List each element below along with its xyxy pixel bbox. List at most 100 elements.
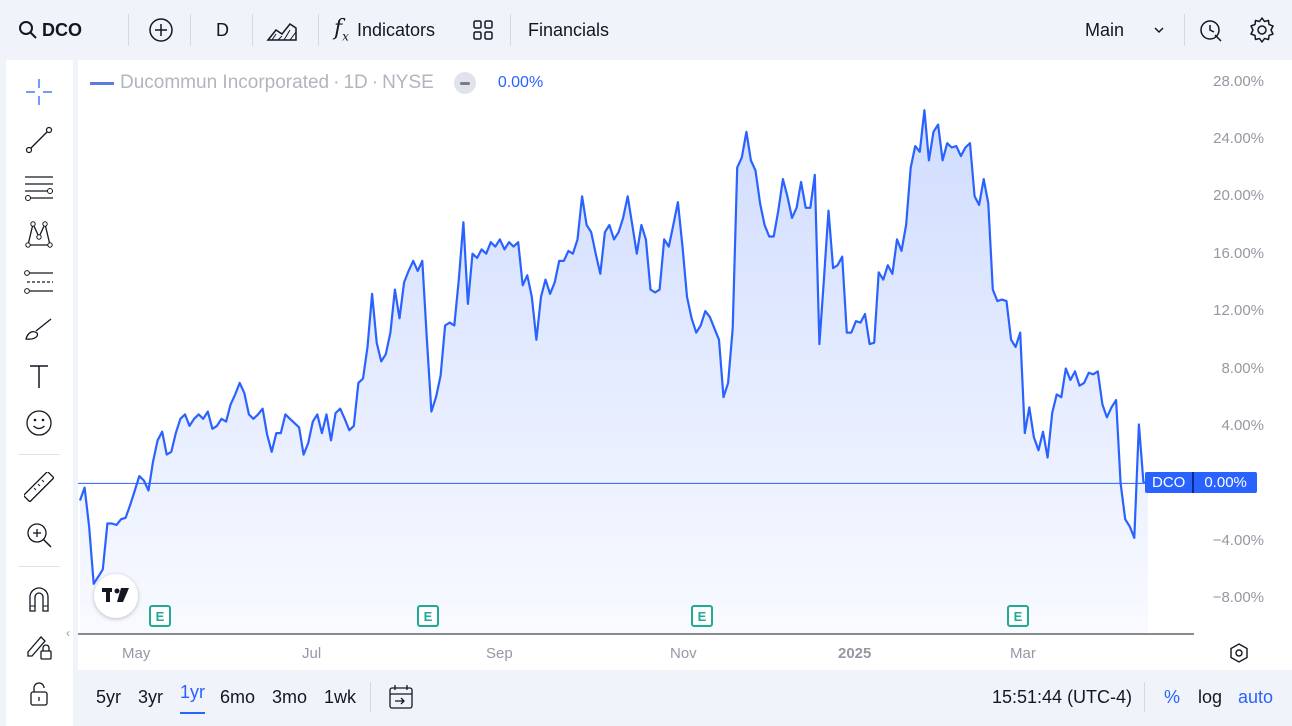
- legend-title: Ducommun Incorporated: [120, 72, 330, 93]
- function-icon: fx: [334, 16, 349, 44]
- x-tick-label: Nov: [670, 645, 697, 662]
- y-tick-label: 20.00%: [1213, 187, 1264, 205]
- range-separator: [370, 682, 371, 712]
- bar-style-icon: [266, 22, 297, 41]
- timezone-label[interactable]: 15:51:44 (UTC-4): [992, 686, 1133, 707]
- chart-pane[interactable]: Ducommun Incorporated · 1D · NYSE 0.00% …: [78, 60, 1292, 670]
- drawing-toolbar: ‹: [6, 60, 73, 726]
- range-button-6mo[interactable]: 6mo: [220, 686, 256, 707]
- layout-select[interactable]: Main: [1085, 0, 1166, 60]
- range-button-1wk[interactable]: 1wk: [324, 686, 357, 707]
- pattern-icon: [25, 221, 53, 248]
- price-tag-symbol: DCO: [1145, 472, 1195, 493]
- legend-exchange: NYSE: [382, 72, 434, 93]
- trend-line-tool[interactable]: [22, 123, 56, 157]
- percent-toggle[interactable]: %: [1164, 686, 1181, 707]
- price-area-fill: [80, 110, 1148, 634]
- templates-icon: [473, 20, 493, 40]
- text-icon: [30, 365, 48, 388]
- x-tick-label: Jul: [302, 645, 322, 662]
- measure-tool[interactable]: [22, 470, 56, 504]
- range-button-1yr[interactable]: 1yr: [180, 672, 206, 714]
- earnings-marker[interactable]: E: [691, 605, 713, 627]
- x-tick-label: 2025: [838, 645, 872, 662]
- tradingview-logo[interactable]: [94, 574, 138, 618]
- company-logo: [90, 81, 114, 85]
- lock-drawings-tool[interactable]: [22, 630, 56, 664]
- market-status-icon[interactable]: [453, 72, 476, 94]
- price-tag-value: 0.00%: [1194, 472, 1257, 493]
- fib-tool[interactable]: [22, 170, 56, 204]
- indicators-label: Indicators: [356, 19, 435, 40]
- magnet-tool[interactable]: [22, 582, 56, 616]
- y-tick-label: −8.00%: [1212, 589, 1264, 607]
- calendar-goto-icon: [389, 685, 413, 709]
- goto-date-button[interactable]: [388, 684, 414, 715]
- auto-toggle[interactable]: auto: [1238, 686, 1274, 707]
- tv-logo-icon: [102, 588, 129, 602]
- chart-legend: Ducommun Incorporated · 1D · NYSE 0.00%: [90, 70, 543, 96]
- compare-button[interactable]: [148, 0, 174, 60]
- y-tick-label: 12.00%: [1213, 302, 1264, 320]
- tz-separator: [1144, 682, 1145, 712]
- range-button-3mo[interactable]: 3mo: [272, 686, 308, 707]
- trend-line-icon: [25, 126, 53, 154]
- legend-interval: 1D: [343, 72, 368, 93]
- y-tick-label: 4.00%: [1221, 416, 1264, 434]
- emoji-icon: [26, 410, 52, 436]
- plus-circle-icon: [149, 18, 173, 42]
- x-tick-label: Mar: [1010, 645, 1036, 662]
- x-tick-label: Sep: [486, 645, 513, 662]
- price-tag: DCO 0.00%: [1145, 472, 1257, 493]
- brush-icon: [25, 318, 52, 340]
- text-tool[interactable]: [22, 359, 56, 393]
- earnings-marker[interactable]: E: [149, 605, 171, 627]
- crosshair-icon: [26, 79, 52, 105]
- price-scale[interactable]: 28.00% 24.00% 20.00% 16.00% 12.00% 8.00% 4.00%…: [1194, 60, 1292, 634]
- range-button-5yr[interactable]: 5yr: [96, 686, 122, 707]
- price-series-line: [78, 109, 1149, 585]
- y-tick-label: 28.00%: [1213, 72, 1264, 90]
- symbol-label: DCO: [42, 19, 82, 40]
- y-tick-label: 8.00%: [1221, 359, 1264, 377]
- collapse-sidebar-handle[interactable]: ‹: [66, 626, 70, 640]
- y-tick-label: 24.00%: [1213, 129, 1264, 147]
- brush-tool[interactable]: [22, 312, 56, 346]
- price-chart[interactable]: [78, 60, 1292, 670]
- earnings-marker[interactable]: E: [1007, 605, 1029, 627]
- pattern-tool[interactable]: [22, 217, 56, 251]
- chevron-down-icon: [1154, 27, 1164, 34]
- lock-tool[interactable]: [22, 677, 56, 711]
- magnet-icon: [29, 587, 49, 612]
- emoji-tool[interactable]: [22, 406, 56, 440]
- ruler-icon: [24, 472, 54, 502]
- symbol-search-button[interactable]: DCO: [18, 0, 82, 60]
- lock-draw-icon: [27, 636, 52, 660]
- earnings-marker[interactable]: E: [417, 605, 439, 627]
- projection-tool[interactable]: [22, 265, 56, 299]
- indicators-button[interactable]: fx Indicators: [334, 0, 435, 60]
- range-button-3yr[interactable]: 3yr: [138, 686, 164, 707]
- log-toggle[interactable]: log: [1198, 686, 1223, 707]
- crosshair-tool[interactable]: [22, 75, 56, 109]
- alert-icon: [1200, 20, 1222, 42]
- interval-button[interactable]: D: [216, 19, 229, 40]
- zoom-icon: [27, 523, 52, 548]
- templates-button[interactable]: [472, 0, 494, 60]
- gear-icon: [1250, 17, 1274, 43]
- top-toolbar: DCO D fx Indicators Financials Main: [0, 0, 1292, 60]
- y-tick-label: −4.00%: [1212, 531, 1264, 549]
- alert-button[interactable]: [1198, 0, 1224, 60]
- axis-settings-button[interactable]: [1228, 642, 1250, 669]
- x-tick-label: May: [122, 645, 151, 662]
- zoom-tool[interactable]: [22, 518, 56, 552]
- bottom-toolbar: 5yr 3yr 1yr 6mo 3mo 1wk 15:51:44 (UTC-4) % lo…: [78, 672, 1292, 726]
- lock-icon: [30, 682, 48, 706]
- legend-change: 0.00%: [497, 74, 544, 91]
- financials-button[interactable]: Financials: [528, 19, 610, 40]
- layout-label: Main: [1085, 19, 1125, 40]
- settings-button[interactable]: [1248, 0, 1276, 60]
- projection-icon: [24, 270, 53, 294]
- chart-style-button[interactable]: [266, 0, 298, 60]
- eye-settings-icon: [1230, 643, 1248, 663]
